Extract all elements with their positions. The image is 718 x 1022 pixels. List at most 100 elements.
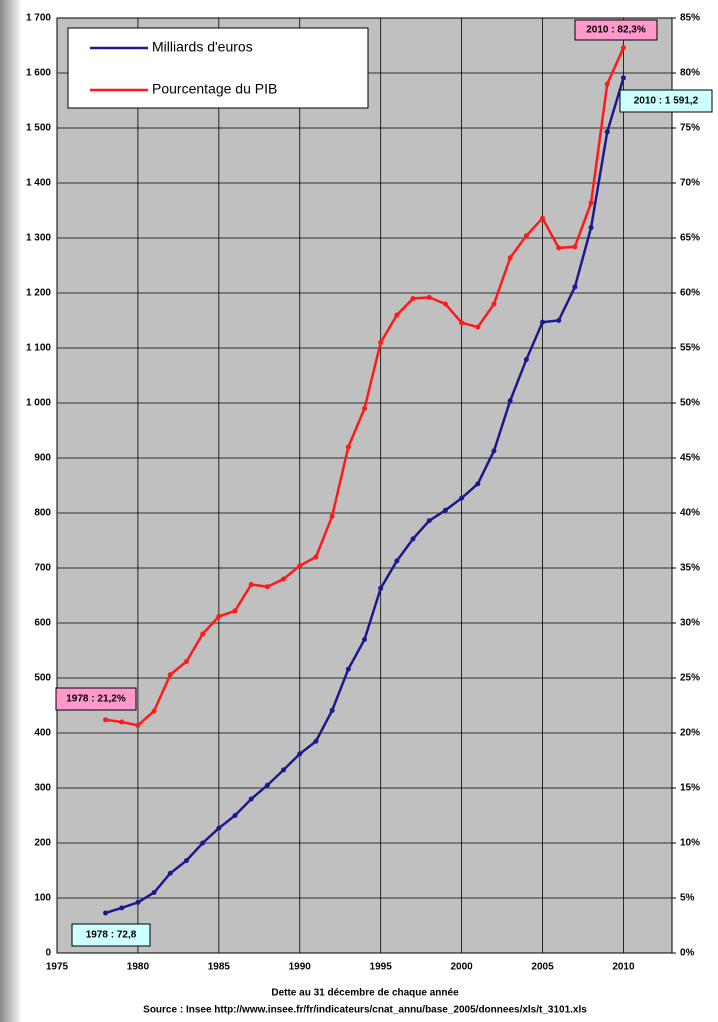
data-point bbox=[604, 129, 610, 135]
y-tick-label: 300 bbox=[34, 783, 51, 794]
y-tick-label: 1 300 bbox=[26, 233, 51, 244]
data-point bbox=[329, 707, 335, 713]
data-point bbox=[200, 840, 206, 846]
annotation: 1978 : 21,2% bbox=[66, 694, 126, 705]
annotation-box bbox=[619, 89, 713, 113]
y-tick-label: 800 bbox=[34, 508, 51, 519]
x-tick-label: 1995 bbox=[370, 962, 393, 973]
y-tick-label: 500 bbox=[34, 673, 51, 684]
data-point bbox=[248, 582, 254, 587]
data-point bbox=[507, 398, 513, 404]
annotation-box bbox=[55, 687, 137, 711]
data-point bbox=[491, 448, 497, 454]
annotation: 2010 : 82,3% bbox=[586, 25, 646, 36]
y2-tick-label: 50% bbox=[680, 398, 700, 409]
y2-tick-label: 45% bbox=[680, 453, 700, 464]
y2-tick-label: 85% bbox=[680, 13, 700, 24]
y2-tick-label: 30% bbox=[680, 618, 700, 629]
annotation-box bbox=[71, 923, 151, 947]
data-point bbox=[167, 672, 173, 678]
data-point bbox=[426, 518, 432, 524]
data-point bbox=[345, 444, 351, 450]
data-point bbox=[475, 324, 481, 330]
data-point bbox=[540, 319, 546, 325]
y2-tick-label: 75% bbox=[680, 123, 700, 134]
data-point bbox=[135, 722, 141, 728]
data-point bbox=[378, 340, 384, 345]
x-tick-label: 1990 bbox=[289, 962, 312, 973]
data-point bbox=[620, 45, 626, 51]
data-point bbox=[151, 708, 157, 714]
data-point bbox=[313, 554, 319, 560]
data-point bbox=[216, 825, 222, 831]
data-point bbox=[232, 608, 238, 614]
data-point bbox=[604, 81, 610, 87]
data-point bbox=[475, 481, 481, 487]
data-point bbox=[200, 631, 206, 637]
data-point bbox=[410, 296, 416, 301]
y-tick-label: 1 600 bbox=[26, 68, 51, 79]
data-point bbox=[442, 301, 448, 307]
y-tick-label: 400 bbox=[34, 728, 51, 739]
x-axis-label: Dette au 31 décembre de chaque année bbox=[271, 988, 459, 999]
x-tick-label: 1980 bbox=[127, 962, 150, 973]
y-tick-label: 1 400 bbox=[26, 178, 51, 189]
data-point bbox=[119, 905, 125, 911]
data-point bbox=[572, 244, 578, 250]
data-point bbox=[556, 318, 562, 323]
x-tick-label: 2010 bbox=[612, 962, 635, 973]
data-point bbox=[313, 738, 319, 744]
y2-tick-label: 10% bbox=[680, 838, 700, 849]
data-point bbox=[362, 637, 367, 642]
y-tick-label: 100 bbox=[34, 893, 51, 904]
data-point bbox=[556, 245, 562, 251]
data-point bbox=[572, 284, 578, 290]
y2-tick-label: 80% bbox=[680, 68, 700, 79]
y-tick-label: 700 bbox=[34, 563, 51, 574]
y2-tick-label: 15% bbox=[680, 783, 700, 794]
y2-tick-label: 25% bbox=[680, 673, 700, 684]
data-point bbox=[329, 513, 335, 519]
y-tick-label: 1 500 bbox=[26, 123, 51, 134]
x-tick-label: 1985 bbox=[208, 962, 231, 973]
source: Source : Insee http://www.insee.fr/fr/in… bbox=[143, 1005, 587, 1016]
legend-label: Pourcentage du PIB bbox=[152, 81, 277, 97]
data-point bbox=[620, 75, 626, 81]
data-point bbox=[281, 767, 287, 773]
data-point bbox=[345, 666, 351, 672]
data-point bbox=[394, 312, 400, 318]
legend bbox=[67, 27, 369, 109]
side-shade bbox=[0, 0, 22, 1022]
x-tick-label: 2005 bbox=[531, 962, 554, 973]
data-point bbox=[588, 200, 594, 206]
y2-tick-label: 35% bbox=[680, 563, 700, 574]
data-point bbox=[378, 585, 384, 591]
data-point bbox=[491, 301, 497, 307]
data-point bbox=[281, 576, 287, 582]
data-point bbox=[119, 719, 125, 725]
data-point bbox=[410, 536, 416, 542]
y-tick-label: 900 bbox=[34, 453, 51, 464]
y2-tick-label: 60% bbox=[680, 288, 700, 299]
y-tick-label: 1 200 bbox=[26, 288, 51, 299]
data-point bbox=[135, 899, 141, 905]
annotation: 2010 : 1 591,2 bbox=[634, 96, 699, 107]
data-point bbox=[426, 294, 432, 300]
data-point bbox=[540, 215, 546, 221]
y2-tick-label: 65% bbox=[680, 233, 700, 244]
data-point bbox=[459, 495, 465, 501]
x-tick-label: 2000 bbox=[450, 962, 473, 973]
data-point bbox=[216, 613, 222, 619]
data-point bbox=[103, 717, 109, 723]
data-point bbox=[297, 751, 303, 757]
y2-tick-label: 20% bbox=[680, 728, 700, 739]
data-point bbox=[442, 507, 448, 513]
annotation-box bbox=[574, 19, 658, 41]
data-point bbox=[459, 320, 465, 326]
data-point bbox=[507, 255, 513, 261]
y-tick-label: 200 bbox=[34, 838, 51, 849]
y2-tick-label: 0% bbox=[680, 948, 695, 959]
y-tick-label: 1 000 bbox=[26, 398, 51, 409]
y-tick-label: 1 100 bbox=[26, 343, 51, 354]
legend-label: Milliards d'euros bbox=[152, 39, 253, 55]
